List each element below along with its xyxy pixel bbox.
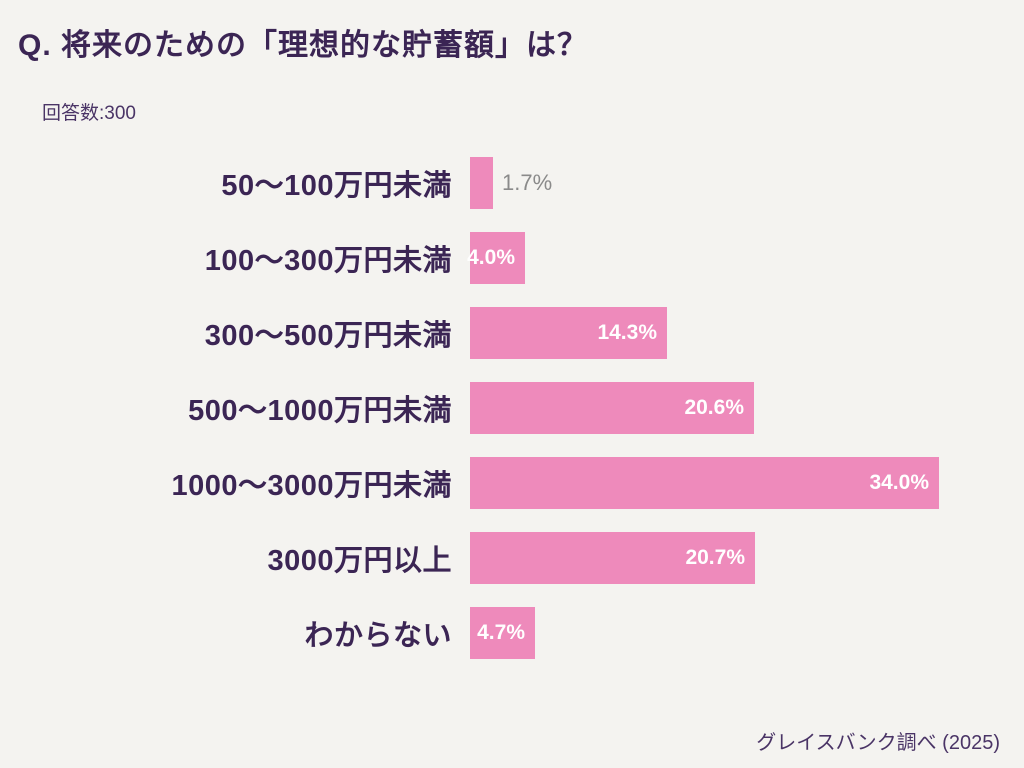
category-label: 500～1000万円未満 [188, 395, 452, 427]
bar-track: 1.7% [470, 157, 1024, 209]
bar-track: 20.6% [470, 382, 1024, 434]
respondent-count: 回答数:300 [42, 103, 136, 124]
bar-track: 14.3% [470, 307, 1024, 359]
chart-row: 300～500万円未満 14.3% [0, 307, 1024, 359]
category-label: 1000～3000万円未満 [171, 470, 452, 502]
bar-track: 34.0% [470, 457, 1024, 509]
bar: 14.3% [470, 307, 667, 359]
value-label: 14.3% [597, 321, 657, 344]
chart-row: 100～300万円未満 4.0% [0, 232, 1024, 284]
chart-row: 50～100万円未満 1.7% [0, 157, 1024, 209]
category-label: 3000万円以上 [267, 545, 452, 577]
bar-chart: 50～100万円未満 1.7% 100～300万円未満 4.0% 300～500万円未満… [0, 157, 1024, 682]
value-label: 1.7% [502, 170, 553, 195]
value-label: 20.7% [685, 546, 745, 569]
chart-row: 3000万円以上 20.7% [0, 532, 1024, 584]
bar-track: 20.7% [470, 532, 1024, 584]
category-label: 100～300万円未満 [204, 245, 452, 277]
category-label: 300～500万円未満 [204, 320, 452, 352]
bar: 4.7% [470, 607, 535, 659]
bar-track: 4.7% [470, 607, 1024, 659]
chart-row: わからない 4.7% [0, 607, 1024, 659]
source-credit: グレイスバンク調べ (2025) [756, 732, 1000, 754]
category-label: わからない [304, 620, 452, 652]
chart-row: 500～1000万円未満 20.6% [0, 382, 1024, 434]
chart-row: 1000～3000万円未満 34.0% [0, 457, 1024, 509]
value-label: 4.7% [477, 621, 525, 644]
bar: 20.6% [470, 382, 754, 434]
bar [470, 157, 493, 209]
bar: 34.0% [470, 457, 939, 509]
category-label: 50～100万円未満 [221, 170, 452, 202]
bar: 20.7% [470, 532, 755, 584]
bar: 4.0% [467, 232, 525, 284]
value-label: 20.6% [684, 396, 744, 419]
bar-track: 4.0% [467, 232, 1024, 284]
page-title: Q. 将来のための「理想的な貯蓄額」は？ [18, 29, 589, 62]
value-label: 34.0% [869, 471, 929, 494]
value-label: 4.0% [467, 246, 515, 269]
